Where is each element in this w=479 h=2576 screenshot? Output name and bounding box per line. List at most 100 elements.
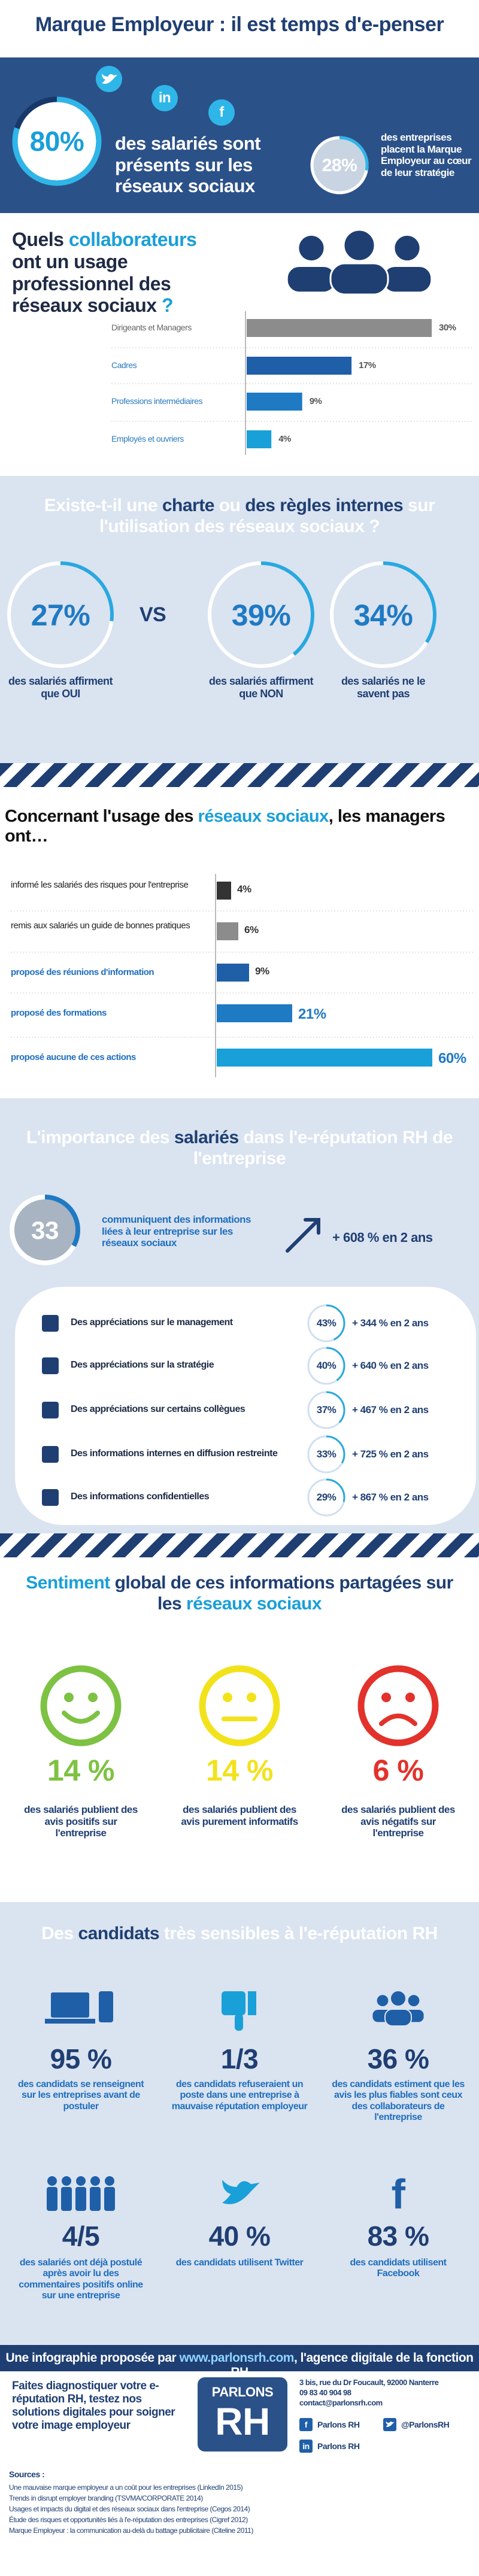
bar-value: 60% bbox=[438, 1050, 466, 1067]
row-label: Des informations confidentielles bbox=[71, 1491, 210, 1502]
stat-value: 33 bbox=[31, 1216, 59, 1244]
social-icon: in bbox=[158, 90, 171, 106]
stripe bbox=[0, 763, 479, 787]
social-square bbox=[299, 2418, 313, 2431]
group-icon bbox=[384, 2009, 412, 2027]
stripe bbox=[0, 1533, 479, 1557]
row-icon bbox=[42, 1489, 59, 1506]
social-icon: in bbox=[302, 2441, 310, 2451]
smiley-mouth bbox=[62, 1711, 100, 1724]
smiley-eye bbox=[405, 1693, 415, 1702]
row-growth: + 725 % en 2 ans bbox=[352, 1448, 429, 1460]
logo bbox=[198, 2377, 287, 2452]
row-value: 37% bbox=[316, 1404, 336, 1415]
bar bbox=[217, 1049, 432, 1067]
twitter-icon bbox=[102, 74, 117, 84]
thumb-icon bbox=[222, 1991, 245, 2015]
thumb-icon bbox=[235, 2014, 243, 2031]
row-icon bbox=[42, 1315, 59, 1332]
source: Étude des risques et opportunités liés à… bbox=[9, 2516, 248, 2524]
smiley-eye bbox=[88, 1693, 98, 1702]
group-icon bbox=[390, 1990, 407, 2007]
stat-text: des salariés ne le savent pas bbox=[341, 675, 426, 700]
smiley bbox=[40, 1665, 122, 1746]
bar bbox=[217, 882, 231, 900]
social-square bbox=[299, 2440, 313, 2453]
bar-value: 9% bbox=[309, 396, 322, 406]
section-heading: Sentiment global de ces informations par… bbox=[26, 1573, 453, 1614]
stat-text: des candidats utilisent Facebook bbox=[350, 2258, 447, 2279]
ring-arc bbox=[307, 1347, 345, 1385]
bar-value: 6% bbox=[244, 924, 259, 935]
list-panel bbox=[15, 1287, 476, 1525]
stat-value: 4/5 bbox=[62, 2220, 100, 2252]
row-growth: + 867 % en 2 ans bbox=[352, 1491, 429, 1503]
phone-icon bbox=[99, 1991, 113, 2022]
social-badge bbox=[208, 99, 235, 126]
ring-arc bbox=[307, 1391, 345, 1429]
stat-value: 39% bbox=[231, 599, 291, 632]
banner-band bbox=[0, 2345, 479, 2371]
row-label: Des appréciations sur certains collègues bbox=[71, 1404, 245, 1414]
sentiment-text: des salariés publient des avis positifs … bbox=[24, 1804, 138, 1839]
smiley-mouth bbox=[379, 1714, 417, 1726]
arrow-icon bbox=[286, 1218, 320, 1253]
page-title: Marque Employeur : il est temps d'e-pens… bbox=[35, 13, 444, 36]
stat-value: 34% bbox=[353, 599, 413, 632]
stat-text: des salariés affirment que NON bbox=[208, 675, 314, 700]
address: contact@parlonsrh.com bbox=[299, 2398, 383, 2407]
ring-arc bbox=[208, 561, 314, 668]
cta: Faites diagnostiquer votre e-réputation … bbox=[12, 2380, 175, 2432]
logo-text: PARLONS bbox=[211, 2384, 274, 2399]
ring-arc bbox=[307, 1304, 345, 1342]
row-icon bbox=[42, 1446, 59, 1463]
bar-label: proposé des réunions d'information bbox=[11, 967, 154, 977]
bar bbox=[247, 319, 432, 337]
row-value: 40% bbox=[316, 1360, 336, 1371]
smiley bbox=[357, 1665, 439, 1746]
section-heading: Des candidats très sensibles à l'e-réput… bbox=[41, 1924, 438, 1943]
section-heading: Concernant l'usage des réseaux sociaux, … bbox=[5, 807, 445, 846]
section-heading: Existe-t-il une charte ou des règles int… bbox=[44, 496, 435, 536]
smiley-eye bbox=[381, 1693, 391, 1702]
stat-value: 83 % bbox=[367, 2220, 429, 2252]
group-icon bbox=[375, 1994, 390, 2008]
group-icon bbox=[407, 1994, 421, 2008]
stat-value: 80% bbox=[29, 126, 84, 157]
people-icon bbox=[381, 265, 433, 294]
bar-value: 21% bbox=[298, 1006, 326, 1022]
person-icon bbox=[47, 2187, 57, 2211]
bar-value: 30% bbox=[439, 323, 456, 333]
person-icon bbox=[105, 2176, 114, 2186]
ring-arc bbox=[12, 96, 102, 186]
row-value: 43% bbox=[316, 1317, 336, 1329]
sentiment-value: 14 % bbox=[47, 1754, 114, 1787]
row-growth: + 467 % en 2 ans bbox=[352, 1404, 429, 1415]
stat-value: 36 % bbox=[367, 2043, 429, 2074]
social-label: @ParlonsRH bbox=[401, 2420, 450, 2429]
bar-value: 4% bbox=[278, 434, 291, 444]
social-label: Parlons RH bbox=[317, 2420, 360, 2429]
twitter-icon bbox=[222, 2180, 260, 2204]
section-heading: Quels collaborateurs ont un usage profes… bbox=[12, 229, 197, 317]
person-icon bbox=[90, 2176, 100, 2186]
sources-title: Sources : bbox=[9, 2469, 45, 2479]
stat-icon: f bbox=[391, 2171, 405, 2217]
stat-value: 27% bbox=[31, 599, 90, 632]
bar bbox=[247, 393, 302, 411]
source: Trends in disrupt employer branding (TSV… bbox=[9, 2494, 203, 2502]
row-value: 29% bbox=[316, 1491, 336, 1503]
bar-label: Cadres bbox=[111, 360, 137, 370]
bar-value: 4% bbox=[237, 883, 251, 895]
stat-text: des candidats refuseraient un poste dans… bbox=[171, 2079, 308, 2112]
row-label: Des informations internes en diffusion r… bbox=[71, 1448, 278, 1459]
people-icon bbox=[297, 233, 326, 263]
row-value: 33% bbox=[316, 1448, 336, 1460]
people-icon bbox=[286, 265, 337, 294]
bar bbox=[217, 1004, 292, 1022]
bar-value: 9% bbox=[255, 965, 269, 977]
banner: Une infographie proposée par www.parlons… bbox=[5, 2351, 474, 2380]
address: 09 83 40 904 98 bbox=[299, 2388, 351, 2397]
source: Usages et impacts du digital et des rése… bbox=[9, 2505, 250, 2513]
